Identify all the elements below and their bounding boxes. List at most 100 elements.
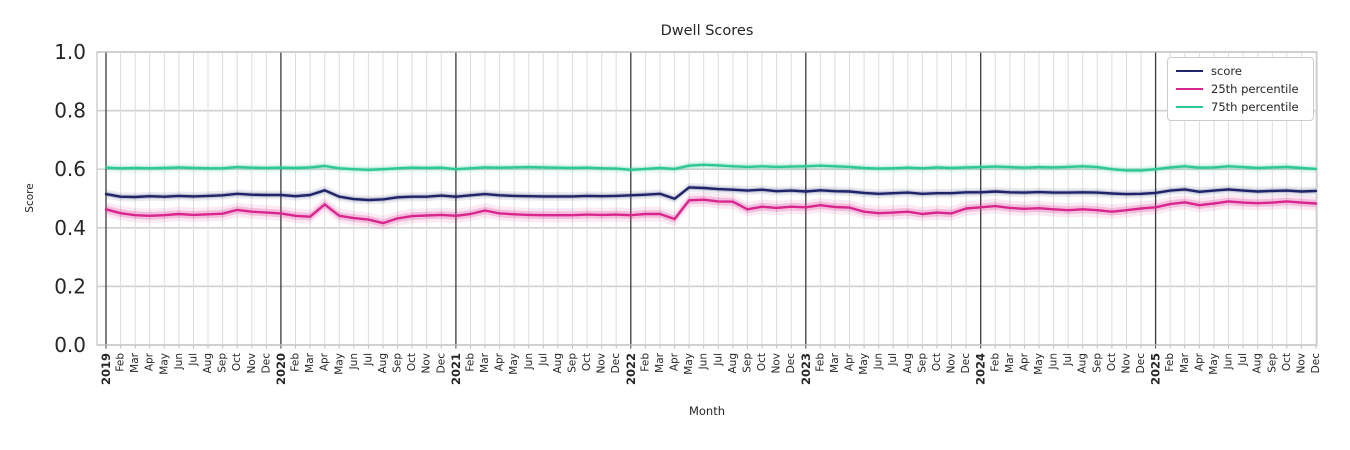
plot-border: [96, 51, 1318, 346]
legend-item: 75th percentile: [1176, 100, 1305, 114]
y-tick-label: 0.8: [54, 99, 86, 123]
y-axis-label: Score: [24, 183, 36, 213]
x-tick-label: Aug: [552, 353, 564, 374]
legend: score 25th percentile 75th percentile: [1167, 57, 1314, 121]
x-tick-label: May: [858, 353, 870, 375]
legend-item: 25th percentile: [1176, 82, 1305, 96]
x-tick-label: Jun: [348, 353, 360, 370]
x-tick-label: Feb: [290, 353, 302, 372]
x-tick-label: Mar: [1179, 352, 1191, 372]
y-tick-label: 0.0: [54, 333, 86, 357]
x-tick-label: Oct: [231, 353, 243, 371]
legend-item: score: [1176, 64, 1305, 78]
legend-label: score: [1211, 64, 1242, 78]
confidence-band: [106, 160, 1316, 175]
x-tick-label: Aug: [377, 353, 389, 374]
x-tick-label: Apr: [494, 352, 506, 371]
legend-label: 25th percentile: [1211, 82, 1299, 96]
y-tick-label: 0.2: [54, 274, 86, 298]
confidence-band: [106, 195, 1316, 227]
x-tick-label: Feb: [465, 353, 477, 372]
x-tick-label: Sep: [741, 353, 753, 373]
x-tick-label: Oct: [931, 353, 943, 371]
x-tick-label: Nov: [596, 353, 608, 374]
x-tick-label: Jun: [1048, 353, 1060, 370]
x-tick-label: Dec: [960, 353, 972, 374]
x-tick-label: Jun: [523, 353, 535, 370]
x-tick-label: 2019: [99, 353, 113, 385]
x-tick-label: May: [1033, 353, 1045, 375]
x-tick-label: Feb: [989, 353, 1001, 372]
x-tick-label: May: [508, 353, 520, 375]
x-tick-label: Aug: [1252, 353, 1264, 374]
legend-label: 75th percentile: [1211, 100, 1299, 114]
x-tick-label: Mar: [304, 352, 316, 372]
y-tick-label: 0.4: [54, 216, 86, 240]
x-tick-label: 2023: [799, 353, 813, 385]
series-line-75th-percentile: [104, 163, 1318, 172]
x-tick-label: Apr: [1018, 352, 1030, 371]
x-tick-label: Dec: [260, 353, 272, 374]
x-tick-label: Jul: [712, 353, 724, 367]
x-tick-label: Apr: [144, 352, 156, 371]
series-line-25th-percentile: [104, 198, 1318, 225]
x-tick-label: Jun: [1223, 353, 1235, 370]
chart-title: Dwell Scores: [660, 23, 754, 39]
series-line-score: [104, 186, 1318, 202]
x-tick-label: Jun: [698, 353, 710, 370]
x-tick-label: Jul: [188, 353, 200, 367]
y-tick-label: 1.0: [54, 40, 86, 64]
x-tick-label: Aug: [1077, 353, 1089, 374]
x-tick-label: Nov: [771, 353, 783, 374]
x-tick-label: Nov: [1295, 353, 1307, 374]
x-tick-label: May: [1208, 353, 1220, 375]
x-tick-label: Sep: [217, 353, 229, 373]
x-tick-label: Nov: [246, 353, 258, 374]
x-tick-label: Sep: [916, 353, 928, 373]
x-tick-label: Dec: [785, 353, 797, 374]
x-tick-label: 2022: [624, 353, 638, 385]
x-tick-label: Jul: [887, 353, 899, 367]
x-tick-label: Jul: [1062, 353, 1074, 367]
x-tick-label: Mar: [129, 352, 141, 372]
x-tick-label: Dec: [1135, 353, 1147, 374]
x-tick-label: Sep: [567, 353, 579, 373]
x-tick-label: May: [683, 353, 695, 375]
x-tick-label: Feb: [814, 353, 826, 372]
x-tick-label: 2025: [1149, 353, 1163, 385]
y-tick-label: 0.6: [54, 157, 86, 181]
x-tick-label: Feb: [1164, 353, 1176, 372]
x-tick-label: 2021: [449, 353, 463, 385]
x-tick-label: Nov: [946, 353, 958, 374]
x-tick-label: 2024: [974, 353, 988, 385]
x-tick-label: Jul: [1237, 353, 1249, 367]
x-tick-label: Mar: [479, 352, 491, 372]
x-tick-label: Sep: [1091, 353, 1103, 373]
x-tick-label: Oct: [406, 353, 418, 371]
x-tick-label: Jul: [362, 353, 374, 367]
x-tick-label: Jun: [873, 353, 885, 370]
x-tick-label: Oct: [756, 353, 768, 371]
x-tick-label: Aug: [727, 353, 739, 374]
x-tick-label: Dec: [435, 353, 447, 374]
x-tick-label: Mar: [829, 352, 841, 372]
x-tick-label: May: [158, 353, 170, 375]
x-tick-label: Apr: [319, 352, 331, 371]
x-tick-label: Oct: [1106, 353, 1118, 371]
x-tick-label: Dec: [610, 353, 622, 374]
x-tick-label: Jun: [173, 353, 185, 370]
x-tick-label: Apr: [844, 352, 856, 371]
x-tick-label: Nov: [421, 353, 433, 374]
x-tick-label: Oct: [1281, 353, 1293, 371]
x-tick-label: Dec: [1310, 353, 1322, 374]
confidence-band: [106, 192, 1316, 231]
x-tick-label: Feb: [115, 353, 127, 372]
x-tick-label: Jul: [537, 353, 549, 367]
legend-swatch: [1176, 88, 1203, 90]
x-tick-label: Nov: [1121, 353, 1133, 374]
x-tick-label: Apr: [669, 352, 681, 371]
x-tick-label: Aug: [902, 353, 914, 374]
x-tick-label: Apr: [1193, 352, 1205, 371]
confidence-band: [106, 162, 1316, 173]
